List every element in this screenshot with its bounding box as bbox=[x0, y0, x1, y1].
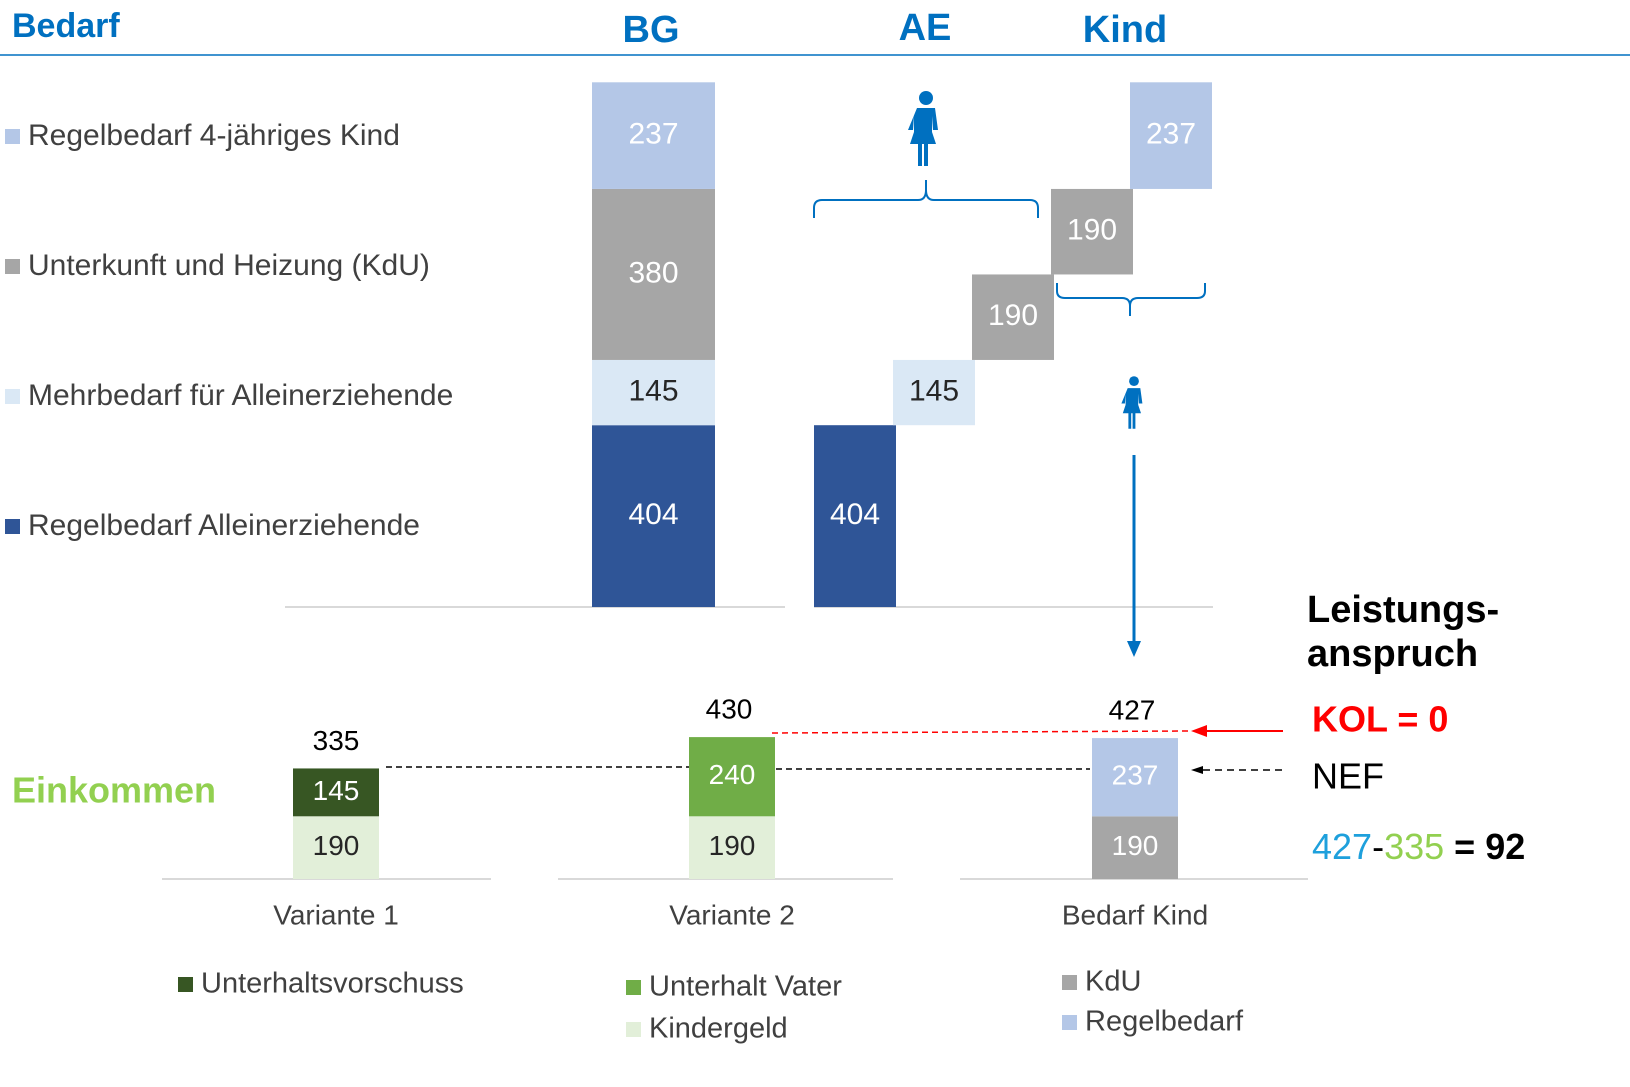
person-icon bbox=[908, 91, 938, 166]
formula-part: 427 bbox=[1312, 826, 1372, 867]
value-label: 190 bbox=[988, 299, 1038, 332]
formula-part: 335 bbox=[1384, 826, 1444, 867]
legend-label: KdU bbox=[1085, 966, 1141, 998]
bar-segment bbox=[689, 737, 775, 817]
value-label: 404 bbox=[628, 498, 678, 531]
claim-label: Leistungs- bbox=[1307, 589, 1499, 631]
bar-segment bbox=[293, 768, 379, 817]
legend-swatch bbox=[626, 1022, 641, 1037]
value-label: 240 bbox=[709, 759, 756, 790]
total-label: 430 bbox=[706, 693, 753, 724]
value-label: 237 bbox=[628, 118, 678, 151]
legend-label: Regelbedarf Alleinerziehende bbox=[28, 509, 420, 542]
bar-segment bbox=[592, 82, 715, 189]
formula-part: - bbox=[1372, 826, 1384, 867]
legend-label: Regelbedarf 4-jähriges Kind bbox=[28, 119, 400, 152]
value-label: 237 bbox=[1112, 760, 1159, 791]
column-header: AE bbox=[899, 7, 952, 49]
bar-segment bbox=[814, 425, 896, 607]
bar-segment bbox=[893, 359, 975, 426]
bar-segment bbox=[293, 816, 379, 879]
brace bbox=[813, 180, 1039, 218]
legend-swatch bbox=[5, 389, 20, 404]
bar-segment bbox=[1130, 82, 1212, 189]
legend-label: Unterhaltsvorschuss bbox=[201, 968, 464, 1000]
legend-swatch bbox=[5, 259, 20, 274]
formula-part: 92 bbox=[1485, 826, 1525, 867]
claim-label: anspruch bbox=[1307, 633, 1478, 675]
value-label: 380 bbox=[628, 256, 678, 289]
value-label: 190 bbox=[1067, 214, 1117, 247]
value-label: 190 bbox=[313, 830, 360, 861]
arrowhead bbox=[1191, 725, 1207, 737]
value-label: 145 bbox=[628, 374, 678, 407]
category-label: Bedarf Kind bbox=[1062, 899, 1208, 930]
kol-label: KOL = 0 bbox=[1312, 699, 1448, 740]
legend-label: Kindergeld bbox=[649, 1013, 788, 1045]
legend-swatch bbox=[1062, 1015, 1077, 1030]
legend-label: Mehrbedarf für Alleinerziehende bbox=[28, 379, 453, 412]
title: Bedarf bbox=[12, 7, 120, 45]
brace bbox=[1056, 283, 1206, 316]
column-header: Kind bbox=[1083, 9, 1167, 51]
category-label: Variante 2 bbox=[669, 899, 795, 930]
dashed-line bbox=[771, 730, 1189, 734]
legend-swatch bbox=[178, 977, 193, 992]
bar-segment bbox=[592, 359, 715, 426]
bar-segment bbox=[1092, 816, 1178, 879]
legend-swatch bbox=[1062, 975, 1077, 990]
value-label: 404 bbox=[830, 498, 880, 531]
bar-segment bbox=[1092, 738, 1178, 817]
total-label: 335 bbox=[313, 725, 360, 756]
bar-segment bbox=[689, 816, 775, 879]
person-icon bbox=[1121, 376, 1143, 429]
bar-segment bbox=[972, 274, 1054, 360]
legend-label: Unterhalt Vater bbox=[649, 971, 842, 1003]
nef-label: NEF bbox=[1312, 756, 1384, 797]
legend-label: Regelbedarf bbox=[1085, 1006, 1244, 1038]
total-label: 427 bbox=[1109, 694, 1156, 725]
legend-swatch bbox=[5, 519, 20, 534]
formula: 427-335 = 92 bbox=[1312, 826, 1525, 867]
bar-segment bbox=[592, 188, 715, 360]
arrowhead bbox=[1127, 641, 1141, 657]
value-label: 237 bbox=[1146, 118, 1196, 151]
arrowhead bbox=[1191, 766, 1203, 774]
value-label: 190 bbox=[1112, 830, 1159, 861]
value-label: 145 bbox=[313, 775, 360, 806]
income-label: Einkommen bbox=[12, 770, 216, 811]
column-header: BG bbox=[623, 9, 680, 51]
legend-label: Unterkunft und Heizung (KdU) bbox=[28, 249, 430, 282]
value-label: 145 bbox=[909, 374, 959, 407]
bar-segment bbox=[1051, 188, 1133, 275]
category-label: Variante 1 bbox=[273, 899, 399, 930]
bar-segment bbox=[592, 425, 715, 607]
formula-part: = bbox=[1444, 826, 1485, 867]
legend-swatch bbox=[5, 129, 20, 144]
legend-swatch bbox=[626, 980, 641, 995]
value-label: 190 bbox=[709, 830, 756, 861]
